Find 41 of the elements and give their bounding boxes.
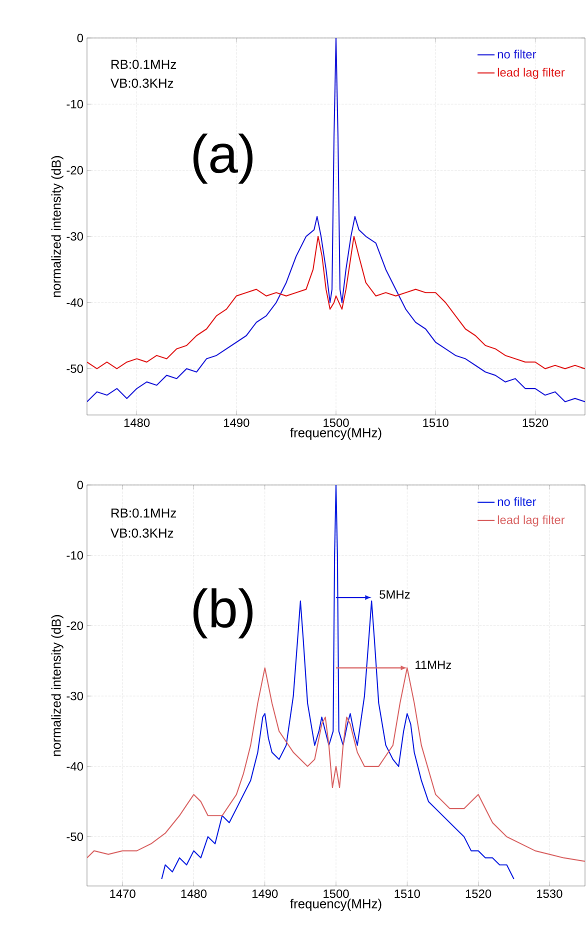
y-axis-title: normalized intensity (dB) [51, 615, 64, 756]
annotation: RB:0.1MHz [112, 60, 176, 69]
y-tick-label: -30 [66, 692, 84, 700]
x-tick-label: 1500 [324, 418, 349, 427]
x-tick-label: 1490 [252, 890, 278, 898]
y-tick-label: -50 [66, 364, 84, 373]
y-tick-label: 0 [77, 480, 84, 490]
legend-label: no filter [498, 50, 536, 58]
x-tick-label: 1520 [522, 418, 548, 427]
y-tick-label: -40 [66, 762, 84, 771]
line-series [87, 236, 585, 370]
x-tick-label: 1510 [394, 890, 420, 898]
legend-label: no filter [498, 497, 536, 506]
y-tick-label: -10 [66, 551, 84, 560]
y-axis-title: normalized intensity (dB) [51, 156, 64, 297]
x-axis-title: frequency(MHz) [290, 898, 382, 911]
annotation: (a) [193, 134, 253, 184]
x-tick-label: 1480 [181, 890, 207, 898]
annotation: 11MHz [416, 660, 452, 670]
x-tick-label: 1520 [466, 890, 492, 898]
x-axis-title: frequency(MHz) [290, 428, 382, 440]
x-tick-label: 1490 [224, 418, 250, 427]
y-tick-label: -20 [66, 621, 84, 630]
y-tick-label: -20 [66, 166, 84, 174]
y-tick-label: 0 [77, 34, 84, 42]
y-tick-label: -30 [66, 232, 84, 241]
x-tick-label: 1480 [124, 418, 150, 427]
x-tick-label: 1530 [537, 890, 562, 898]
annotation: (b) [193, 588, 253, 638]
y-tick-label: -40 [66, 298, 84, 307]
annotation: VB:0.3KHz [110, 78, 174, 88]
x-tick-label: 1510 [423, 418, 448, 427]
x-tick-label: 1500 [324, 890, 349, 898]
legend-label: lead lag filter [498, 515, 565, 526]
x-tick-label: 1470 [110, 890, 136, 898]
annotation: RB:0.1MHz [112, 508, 176, 518]
y-tick-label: -10 [66, 100, 84, 108]
annotation: VB:0.3KHz [110, 528, 174, 538]
y-tick-label: -50 [66, 832, 84, 841]
annotation: 5MHz [380, 590, 410, 599]
legend-label: lead lag filter [498, 68, 565, 80]
